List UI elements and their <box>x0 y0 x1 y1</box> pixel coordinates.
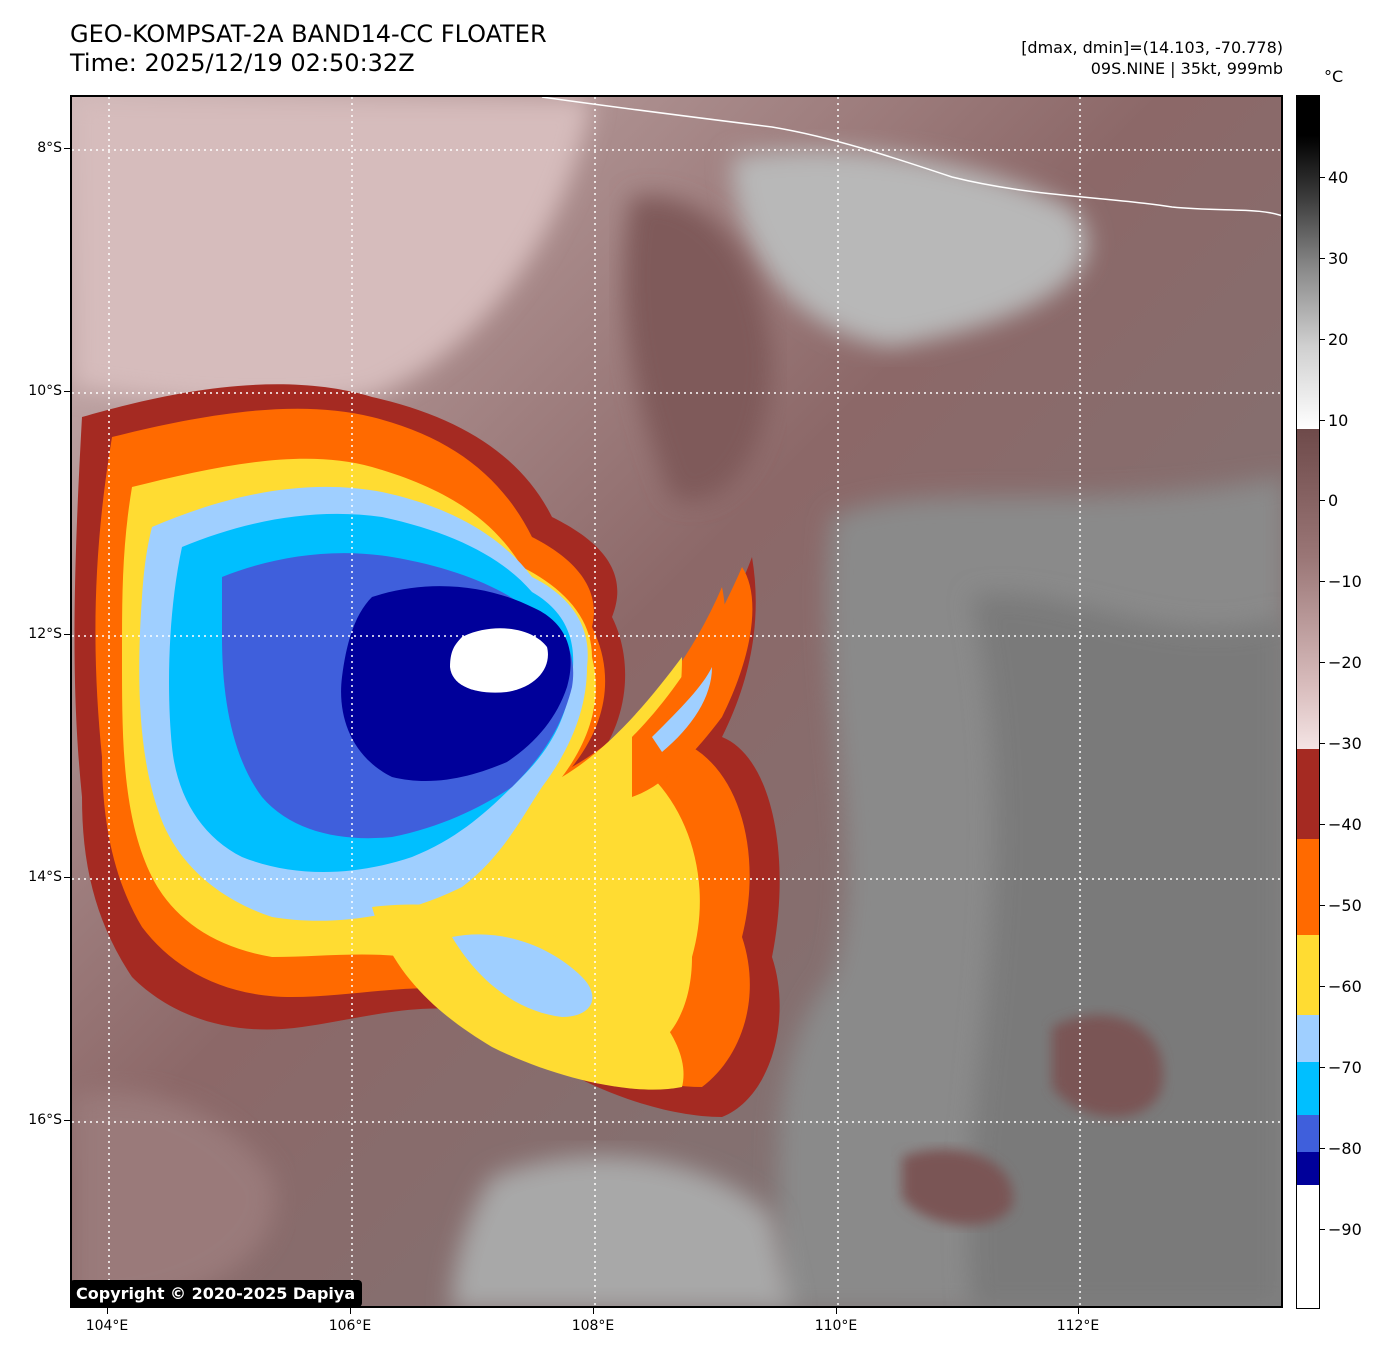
lat-tick <box>64 634 70 635</box>
colorbar-label: −10 <box>1328 572 1362 591</box>
storm-text: 09S.NINE | 35kt, 999mb <box>1090 59 1283 78</box>
coastline <box>541 97 1281 217</box>
lat-label-12s: 12°S <box>28 626 62 642</box>
gridlines <box>72 97 1281 1306</box>
lon-tick <box>1078 1308 1079 1314</box>
colorbar-tick <box>1320 177 1325 178</box>
colorbar-yellow <box>1297 935 1319 1015</box>
colorbar-label: 0 <box>1328 491 1339 510</box>
light-cloud-south <box>452 1156 792 1306</box>
colorbar-tick <box>1320 986 1325 987</box>
colorbar-label: −90 <box>1328 1220 1362 1239</box>
lat-label-14s: 14°S <box>28 869 62 885</box>
lon-label-112e: 112°E <box>1056 1318 1100 1334</box>
copyright-badge: Copyright © 2020-2025 Dapiya <box>70 1280 363 1307</box>
colorbar-label: −70 <box>1328 1058 1362 1077</box>
colorbar-unit: °C <box>1324 67 1344 86</box>
feeder-band-cold <box>652 667 712 752</box>
colorbar-light-blue <box>1297 1015 1319 1062</box>
southern-band-cold <box>452 934 593 1017</box>
colorbar-navy <box>1297 1152 1319 1185</box>
colorbar-tick <box>1320 581 1325 582</box>
lat-tick <box>64 877 70 878</box>
colorbar-tick <box>1320 1148 1325 1149</box>
lat-tick <box>64 391 70 392</box>
lat-tick <box>64 148 70 149</box>
colorbar-tick <box>1320 1067 1325 1068</box>
satellite-map <box>70 95 1283 1308</box>
colorbar-label: −50 <box>1328 896 1362 915</box>
brown-band <box>624 196 772 501</box>
colorbar-tick <box>1320 258 1325 259</box>
colorbar-label: −40 <box>1328 815 1362 834</box>
gray-clear-region-2 <box>968 593 1281 1306</box>
colorbar-cyan <box>1297 1062 1319 1115</box>
lon-label-110e: 110°E <box>814 1318 858 1334</box>
colorbar-tick <box>1320 1229 1325 1230</box>
colorbar-label: 40 <box>1328 168 1349 187</box>
cirrus-northwest <box>72 97 592 406</box>
colorbar-label: −30 <box>1328 734 1362 753</box>
brown-patch <box>902 1149 1013 1226</box>
colorbar-label: −60 <box>1328 977 1362 996</box>
lon-label-104e: 104°E <box>85 1318 129 1334</box>
light-cloud-north <box>732 149 1088 347</box>
title-line-2: Time: 2025/12/19 02:50:32Z <box>70 49 415 77</box>
colorbar-tick <box>1320 662 1325 663</box>
colorbar-tick <box>1320 339 1325 340</box>
lat-tick <box>64 1120 70 1121</box>
colorbar-white <box>1297 1185 1319 1308</box>
lat-label-16s: 16°S <box>28 1112 62 1128</box>
colorbar-brown-pink-ramp <box>1297 429 1319 749</box>
storm-meta: [dmax, dmin]=(14.103, -70.778) 09S.NINE … <box>1021 37 1283 79</box>
colorbar-royal-blue <box>1297 1115 1319 1152</box>
colorbar-tick <box>1320 420 1325 421</box>
title-line-1: GEO-KOMPSAT-2A BAND14-CC FLOATER <box>70 20 547 48</box>
lon-tick <box>836 1308 837 1314</box>
colorbar-label: 30 <box>1328 249 1349 268</box>
colorbar-label: 10 <box>1328 411 1349 430</box>
region-coldest-core <box>450 628 548 693</box>
colorbar-tick <box>1320 824 1325 825</box>
cirrus-southwest <box>72 1091 276 1306</box>
lon-tick <box>350 1308 351 1314</box>
colorbar-label: −20 <box>1328 653 1362 672</box>
colorbar-label: 20 <box>1328 330 1349 349</box>
colorbar-tick <box>1320 743 1325 744</box>
range-text: [dmax, dmin]=(14.103, -70.778) <box>1021 38 1283 57</box>
lon-label-106e: 106°E <box>328 1318 372 1334</box>
colorbar-tick <box>1320 905 1325 906</box>
satellite-imagery <box>72 97 1281 1306</box>
chart-title: GEO-KOMPSAT-2A BAND14-CC FLOATER Time: 2… <box>70 20 547 78</box>
colorbar <box>1296 95 1320 1309</box>
lat-label-10s: 10°S <box>28 383 62 399</box>
lon-tick <box>107 1308 108 1314</box>
colorbar-dark-red <box>1297 749 1319 839</box>
colorbar-orange <box>1297 839 1319 935</box>
colorbar-tick <box>1320 500 1325 501</box>
lat-label-8s: 8°S <box>37 140 62 156</box>
lon-tick <box>593 1308 594 1314</box>
lon-label-108e: 108°E <box>571 1318 615 1334</box>
colorbar-gray-ramp <box>1297 96 1319 429</box>
colorbar-label: −80 <box>1328 1139 1362 1158</box>
